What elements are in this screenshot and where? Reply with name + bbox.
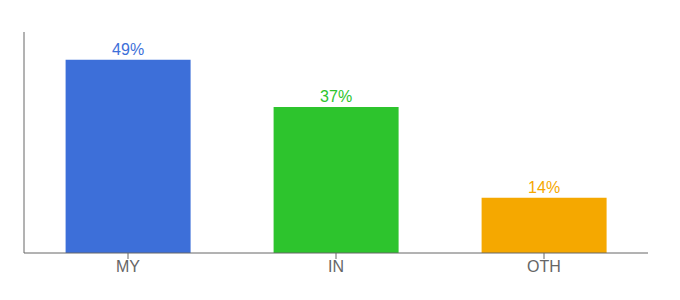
- svg-text:OTH: OTH: [527, 258, 561, 275]
- svg-text:MY: MY: [116, 258, 140, 275]
- svg-text:IN: IN: [328, 258, 344, 275]
- svg-text:49%: 49%: [112, 41, 144, 58]
- svg-text:14%: 14%: [528, 179, 560, 196]
- svg-text:37%: 37%: [320, 88, 352, 105]
